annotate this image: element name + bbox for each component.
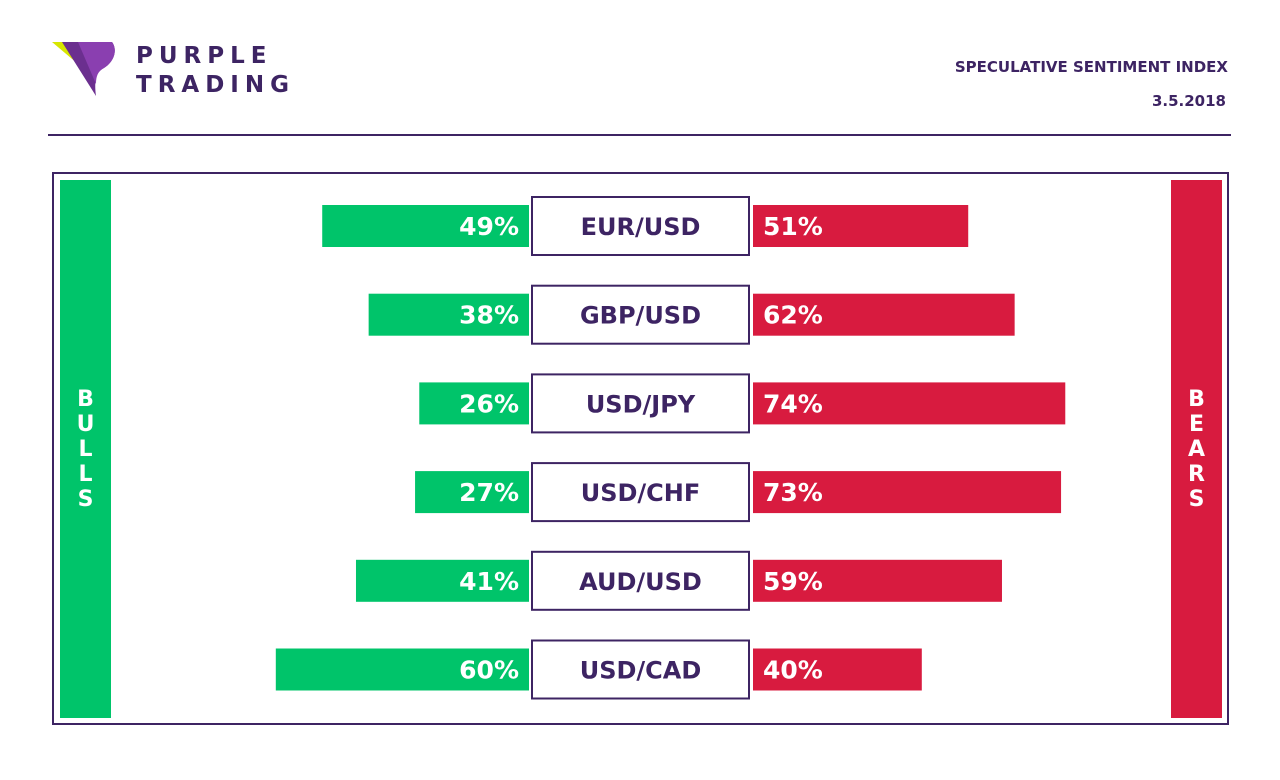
bears-value-aud-usd: 59% (763, 567, 823, 596)
pair-box-aud-usd (531, 550, 750, 611)
pair-label-gbp-usd: GBP/USD (580, 302, 701, 330)
bears-label: BEARS (1184, 386, 1209, 512)
bears-bar-gbp-usd (753, 293, 1015, 336)
brand-name: PURPLE TRADING (136, 42, 295, 100)
bulls-bar-gbp-usd (368, 293, 529, 336)
bulls-bar-usd-cad (275, 648, 529, 691)
pair-label-eur-usd: EUR/USD (581, 213, 701, 241)
brand-line-1: PURPLE (136, 43, 273, 69)
bears-bar-eur-usd (753, 205, 969, 247)
bulls-value-gbp-usd: 38% (459, 301, 519, 330)
bears-bar-aud-usd (753, 559, 1002, 602)
bulls-value-usd-chf: 27% (459, 478, 519, 507)
bulls-bar-usd-chf (415, 471, 529, 514)
bears-bar-usd-chf (753, 471, 1062, 514)
bulls-value-eur-usd: 49% (459, 212, 519, 241)
bulls-value-usd-jpy: 26% (459, 389, 519, 418)
pair-box-usd-chf (531, 462, 750, 523)
pair-label-usd-chf: USD/CHF (581, 479, 701, 507)
bears-value-usd-jpy: 74% (763, 389, 823, 418)
bulls-bar-aud-usd (355, 559, 529, 602)
pair-box-gbp-usd (531, 284, 750, 345)
header-divider (48, 134, 1231, 136)
bears-bar-usd-cad (753, 648, 922, 691)
bears-value-usd-chf: 73% (763, 478, 823, 507)
bears-value-eur-usd: 51% (763, 212, 823, 241)
pair-box-usd-jpy (531, 373, 750, 434)
bulls-label: BULLS (73, 386, 98, 512)
bulls-side-bar: BULLS (60, 180, 111, 718)
bears-side-bar: BEARS (1171, 180, 1222, 718)
page-title: SPECULATIVE SENTIMENT INDEX (954, 58, 1228, 76)
bears-value-usd-cad: 40% (763, 656, 823, 685)
bulls-bar-usd-jpy (419, 382, 529, 425)
bulls-value-aud-usd: 41% (459, 567, 519, 596)
chart-frame (52, 172, 1229, 725)
purple-trading-logo (52, 42, 115, 96)
pair-label-usd-jpy: USD/JPY (586, 390, 696, 418)
bears-value-gbp-usd: 62% (763, 301, 823, 330)
bulls-bar-eur-usd (322, 205, 529, 247)
pair-label-usd-cad: USD/CAD (580, 657, 702, 685)
pair-label-aud-usd: AUD/USD (579, 568, 702, 596)
pair-box-usd-cad (531, 639, 750, 700)
bears-bar-usd-jpy (753, 382, 1066, 425)
pair-box-eur-usd (531, 196, 750, 256)
bulls-value-usd-cad: 60% (459, 656, 519, 685)
brand-line-2: TRADING (136, 72, 295, 98)
page-date: 3.5.2018 (1151, 92, 1226, 110)
